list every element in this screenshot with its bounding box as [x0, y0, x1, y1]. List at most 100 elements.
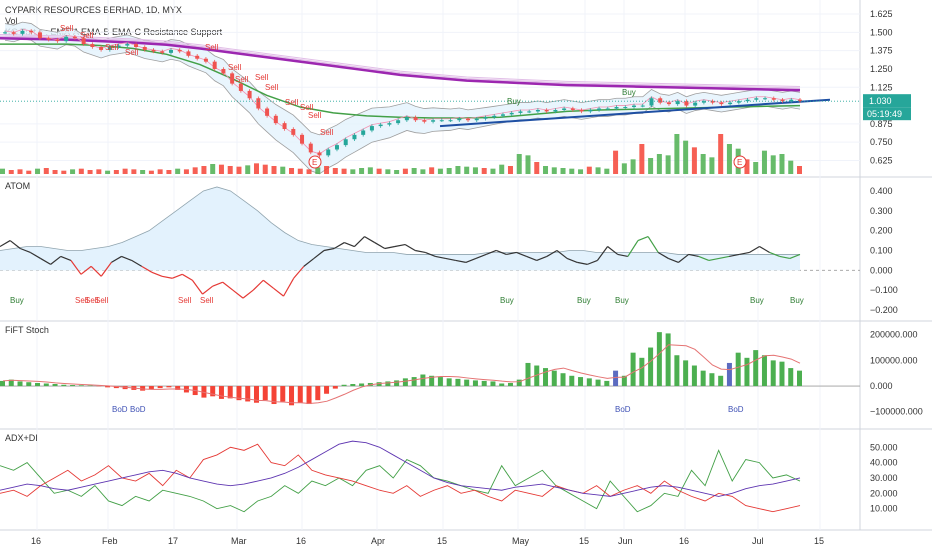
- time-tick-label: 15: [814, 536, 824, 546]
- vol-label: Vol: [5, 16, 18, 26]
- volume-bar: [700, 154, 706, 174]
- volume-bar: [253, 163, 259, 174]
- candle-body: [614, 107, 619, 109]
- atom-main-segment: [242, 289, 254, 299]
- stoch-bar: [429, 375, 435, 387]
- stoch-bar: [236, 386, 242, 401]
- stoch-bar: [201, 386, 207, 398]
- sell-signal-label: Sell: [300, 103, 314, 112]
- atom-main-segment: [222, 281, 234, 291]
- atom-main-segment: [161, 275, 173, 279]
- stoch-bar: [148, 386, 154, 390]
- volume-bar: [280, 166, 286, 174]
- atom-main-segment: [60, 255, 72, 261]
- stoch-tick-label: 0.000: [870, 381, 893, 391]
- candle-body: [693, 102, 698, 106]
- volume-bar: [17, 169, 23, 174]
- stoch-bar: [105, 386, 111, 388]
- buy-signal-label: Buy: [622, 88, 636, 97]
- sell-signal-label: Sell: [308, 111, 322, 120]
- volume-bar: [691, 147, 697, 174]
- atom-main-segment: [9, 240, 21, 249]
- candle-body: [343, 139, 348, 146]
- stoch-tick-label: −100000.000: [870, 407, 923, 417]
- candle-body: [500, 114, 505, 116]
- atom-main-segment: [354, 236, 365, 247]
- sell-signal-label: Sell: [235, 75, 249, 84]
- atom-main-segment: [587, 259, 598, 265]
- volume-bar: [192, 167, 198, 174]
- candle-body: [701, 101, 706, 103]
- candle-body: [221, 68, 226, 74]
- stoch-bar: [315, 386, 321, 401]
- price-tick-label: 1.625: [870, 9, 893, 19]
- volume-bar: [306, 169, 312, 174]
- stoch-bar: [744, 357, 750, 387]
- atom-sell-label: Sell: [85, 296, 99, 305]
- stoch-bar: [718, 375, 724, 387]
- candle-body: [404, 117, 409, 121]
- bod-label: BoD: [615, 405, 631, 414]
- volume-bar: [324, 166, 330, 174]
- candle-body: [483, 117, 488, 119]
- adx-tick-label: 50.000: [870, 442, 898, 452]
- candle-body: [282, 123, 287, 129]
- atom-buy-label: Buy: [500, 296, 514, 305]
- atom-main-segment: [374, 242, 386, 250]
- time-tick-label: Jul: [752, 536, 764, 546]
- volume-bar: [131, 169, 137, 174]
- stoch-bar: [761, 355, 767, 387]
- atom-main-segment: [232, 289, 244, 299]
- candle-body: [736, 101, 741, 103]
- candle-body: [90, 44, 95, 47]
- candle-body: [107, 47, 112, 50]
- atom-main-segment: [30, 251, 41, 259]
- stoch-bar: [604, 380, 610, 387]
- volume-bar: [446, 168, 452, 174]
- atom-buy-label: Buy: [10, 296, 24, 305]
- stoch-tick-label: 200000.000: [870, 330, 918, 340]
- candle-body: [317, 152, 322, 156]
- candle-body: [99, 47, 104, 50]
- atom-main-segment: [627, 240, 639, 257]
- stoch-bar: [280, 386, 286, 402]
- stoch-bar: [297, 386, 303, 403]
- atom-sell-label: Sell: [178, 296, 192, 305]
- ema-b-line: [0, 43, 801, 119]
- atom-main-segment: [212, 281, 224, 287]
- atom-main-segment: [789, 253, 801, 259]
- stoch-bar: [70, 385, 76, 387]
- atom-sell-label: Sell: [75, 296, 89, 305]
- stoch-tick-label: 100000.000: [870, 355, 918, 365]
- time-tick-label: 17: [168, 536, 178, 546]
- volume-bar: [183, 169, 189, 174]
- atom-tick-label: 0.000: [870, 265, 893, 275]
- stoch-bar: [166, 386, 172, 388]
- atom-main-segment: [435, 255, 446, 260]
- candle-body: [256, 98, 261, 109]
- candle-body: [588, 109, 593, 112]
- sell-signal-label: Sell: [228, 63, 242, 72]
- atom-main-segment: [121, 255, 132, 261]
- stoch-bar: [385, 381, 391, 387]
- atom-main-segment: [181, 273, 193, 281]
- sell-signal-label: Sell: [105, 43, 119, 52]
- volume-bar: [525, 155, 531, 174]
- stoch-bar: [341, 384, 347, 387]
- candle-body: [186, 51, 191, 56]
- stoch-bar: [210, 386, 216, 397]
- e-mark-label: E: [312, 158, 317, 167]
- volume-bar: [420, 169, 426, 174]
- volume-bar: [140, 170, 146, 174]
- atom-signal-area: [0, 186, 800, 271]
- atom-main-segment: [556, 250, 568, 259]
- stoch-bar: [140, 386, 146, 391]
- atom-main-segment: [0, 240, 11, 248]
- atom-main-segment: [80, 265, 92, 275]
- candle-body: [55, 39, 60, 42]
- candle-body: [457, 118, 462, 121]
- stoch-bar: [394, 380, 400, 387]
- candle-body: [160, 51, 165, 53]
- ema-c-line: [0, 34, 801, 88]
